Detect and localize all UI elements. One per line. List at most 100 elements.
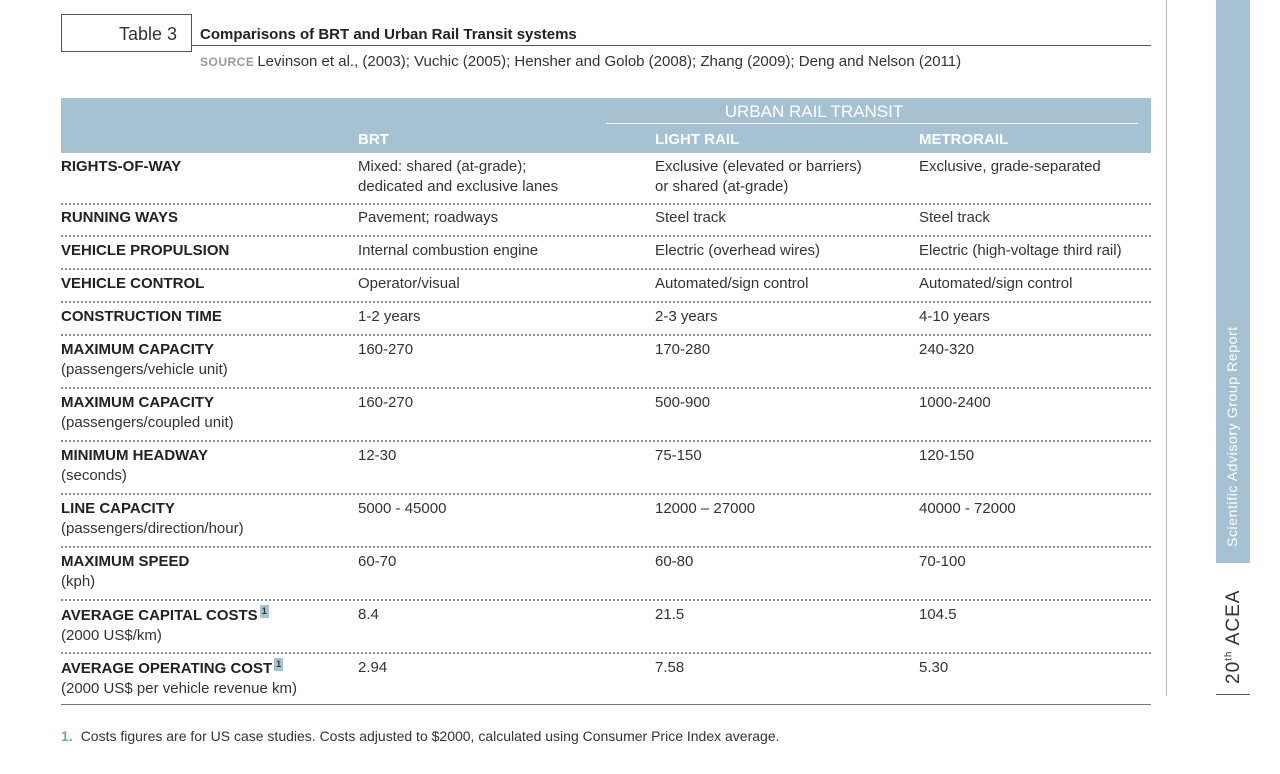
row-divider <box>61 599 1151 601</box>
cell-brt: 2.94 <box>358 659 388 676</box>
cell-metrorail: 4-10 years <box>919 308 990 325</box>
cell-light-rail: 12000 – 27000 <box>655 500 756 517</box>
cell-brt: 160-270 <box>358 341 414 358</box>
cell-brt: 12-30 <box>358 447 397 464</box>
table-row: MAXIMUM CAPACITY (passengers/vehicle unit… <box>61 336 1151 389</box>
table-row: MAXIMUM SPEED (kph) 60-70 60-80 70-100 <box>61 548 1151 601</box>
row-divider <box>61 235 1151 237</box>
column-header-light-rail: LIGHT RAIL <box>655 131 740 148</box>
row-label: VEHICLE PROPULSION <box>61 242 230 259</box>
table-row: AVERAGE CAPITAL COSTS 1 (2000 US$/km) 8.4 21… <box>61 601 1151 654</box>
cell-line: or shared (at-grade) <box>655 178 789 195</box>
row-sublabel: (passengers/coupled unit) <box>61 414 234 431</box>
row-sublabel: (2000 US$/km) <box>61 627 162 644</box>
cell-brt: Operator/visual <box>358 275 460 292</box>
cell-metrorail: Electric (high-voltage third rail) <box>919 242 1122 259</box>
row-sublabel: (kph) <box>61 573 96 590</box>
table-label: Table 3 <box>118 24 177 44</box>
footnote-number: 1. <box>61 728 73 744</box>
cell-line: Mixed: shared (at-grade); <box>358 158 527 175</box>
table-row: VEHICLE CONTROL Operator/visual Automated/… <box>61 270 1151 303</box>
row-divider <box>61 268 1151 270</box>
side-report-label: Scientific Advisory Group Report <box>1224 326 1240 547</box>
row-divider <box>61 301 1151 303</box>
table-row: MAXIMUM CAPACITY (passengers/coupled unit… <box>61 389 1151 442</box>
row-label-cell: RUNNING WAYS <box>61 208 178 228</box>
cell-light-rail: Steel track <box>655 209 726 226</box>
row-sublabel: (passengers/vehicle unit) <box>61 361 228 378</box>
table-row: MINIMUM HEADWAY (seconds) 12-30 75-150 120-1… <box>61 442 1151 495</box>
row-label-cell: AVERAGE OPERATING COST 1 (2000 US$ per veh… <box>61 658 297 699</box>
row-label-cell: LINE CAPACITY (passengers/direction/hour) <box>61 499 244 539</box>
table-title: Comparisons of BRT and Urban Rail Transi… <box>200 26 577 43</box>
row-label: MAXIMUM CAPACITY <box>61 341 215 358</box>
table-row: CONSTRUCTION TIME 1-2 years 2-3 years 4-10 … <box>61 303 1151 336</box>
row-divider <box>61 387 1151 389</box>
row-sublabel: (seconds) <box>61 467 127 484</box>
cell-light-rail: 500-900 <box>655 394 711 411</box>
footnote-marker: 1 <box>274 658 284 671</box>
row-label: VEHICLE CONTROL <box>61 275 205 292</box>
source-text: Levinson et al., (2003); Vuchic (2005); … <box>257 53 962 70</box>
row-label: AVERAGE CAPITAL COSTS <box>61 607 258 624</box>
table-bottom-rule <box>61 704 1151 705</box>
cell-metrorail: 104.5 <box>919 606 957 623</box>
cell-light-rail: 21.5 <box>655 606 685 623</box>
table-row: RUNNING WAYS Pavement; roadways Steel trac… <box>61 204 1151 237</box>
cell-line: Exclusive (elevated or barriers) <box>655 158 862 175</box>
cell-brt: Mixed: shared (at-grade); dedicated and e… <box>358 157 558 197</box>
cell-brt: 8.4 <box>358 606 379 623</box>
column-header-metrorail: METRORAIL <box>919 131 1009 148</box>
title-rule <box>192 45 1151 46</box>
side-rule <box>1216 694 1250 695</box>
source-line: SOURCE Levinson et al., (2003); Vuchic (2… <box>200 53 961 70</box>
cell-brt: 5000 - 45000 <box>358 500 447 517</box>
row-label-cell: MINIMUM HEADWAY (seconds) <box>61 446 208 486</box>
row-label-cell: AVERAGE CAPITAL COSTS 1 (2000 US$/km) <box>61 605 269 646</box>
page-margin-rule <box>1166 0 1167 696</box>
row-label: RIGHTS-OF-WAY <box>61 158 182 175</box>
row-label: RUNNING WAYS <box>61 209 178 226</box>
source-label: SOURCE <box>200 55 255 69</box>
group-header: URBAN RAIL TRANSIT <box>724 102 904 121</box>
cell-brt: 1-2 years <box>358 308 421 325</box>
side-edition-label: 20th ACEA <box>1223 590 1245 684</box>
table-row: LINE CAPACITY (passengers/direction/hour)… <box>61 495 1151 548</box>
cell-light-rail: Electric (overhead wires) <box>655 242 821 259</box>
side-edition-number: 20 <box>1223 660 1244 684</box>
row-divider <box>61 440 1151 442</box>
cell-brt: Pavement; roadways <box>358 209 499 226</box>
row-label-cell: CONSTRUCTION TIME <box>61 307 222 327</box>
cell-light-rail: 7.58 <box>655 659 685 676</box>
cell-metrorail: 70-100 <box>919 553 966 570</box>
cell-line: dedicated and exclusive lanes <box>358 178 559 195</box>
cell-light-rail: 170-280 <box>655 341 711 358</box>
row-label-cell: VEHICLE PROPULSION <box>61 241 229 261</box>
row-label-cell: RIGHTS-OF-WAY <box>61 157 181 177</box>
cell-metrorail: 1000-2400 <box>919 394 991 411</box>
table-row: VEHICLE PROPULSION Internal combustion en… <box>61 237 1151 270</box>
cell-metrorail: Exclusive, grade-separated <box>919 158 1101 175</box>
footnote-text: Costs figures are for US case studies. C… <box>80 728 780 744</box>
row-divider <box>61 546 1151 548</box>
row-label: MAXIMUM SPEED <box>61 553 190 570</box>
column-header-brt: BRT <box>358 131 389 148</box>
cell-brt: 160-270 <box>358 394 414 411</box>
cell-light-rail: 75-150 <box>655 447 702 464</box>
footnote-marker: 1 <box>259 605 269 618</box>
group-header-rule <box>606 123 1138 124</box>
cell-metrorail: Steel track <box>919 209 990 226</box>
cell-metrorail: 120-150 <box>919 447 975 464</box>
row-sublabel: (2000 US$ per vehicle revenue km) <box>61 680 297 697</box>
row-label: AVERAGE OPERATING COST <box>61 660 273 677</box>
cell-brt: 60-70 <box>358 553 397 570</box>
side-edition-sup: th <box>1223 650 1235 661</box>
cell-light-rail: Exclusive (elevated or barriers) or share… <box>655 157 862 197</box>
table-number-box: Table 3 <box>61 14 192 52</box>
cell-light-rail: 2-3 years <box>655 308 718 325</box>
row-label-cell: MAXIMUM CAPACITY (passengers/coupled unit… <box>61 393 234 433</box>
row-label-cell: MAXIMUM SPEED (kph) <box>61 552 189 592</box>
cell-metrorail: 40000 - 72000 <box>919 500 1016 517</box>
row-label-cell: MAXIMUM CAPACITY (passengers/vehicle unit… <box>61 340 228 380</box>
cell-metrorail: Automated/sign control <box>919 275 1073 292</box>
